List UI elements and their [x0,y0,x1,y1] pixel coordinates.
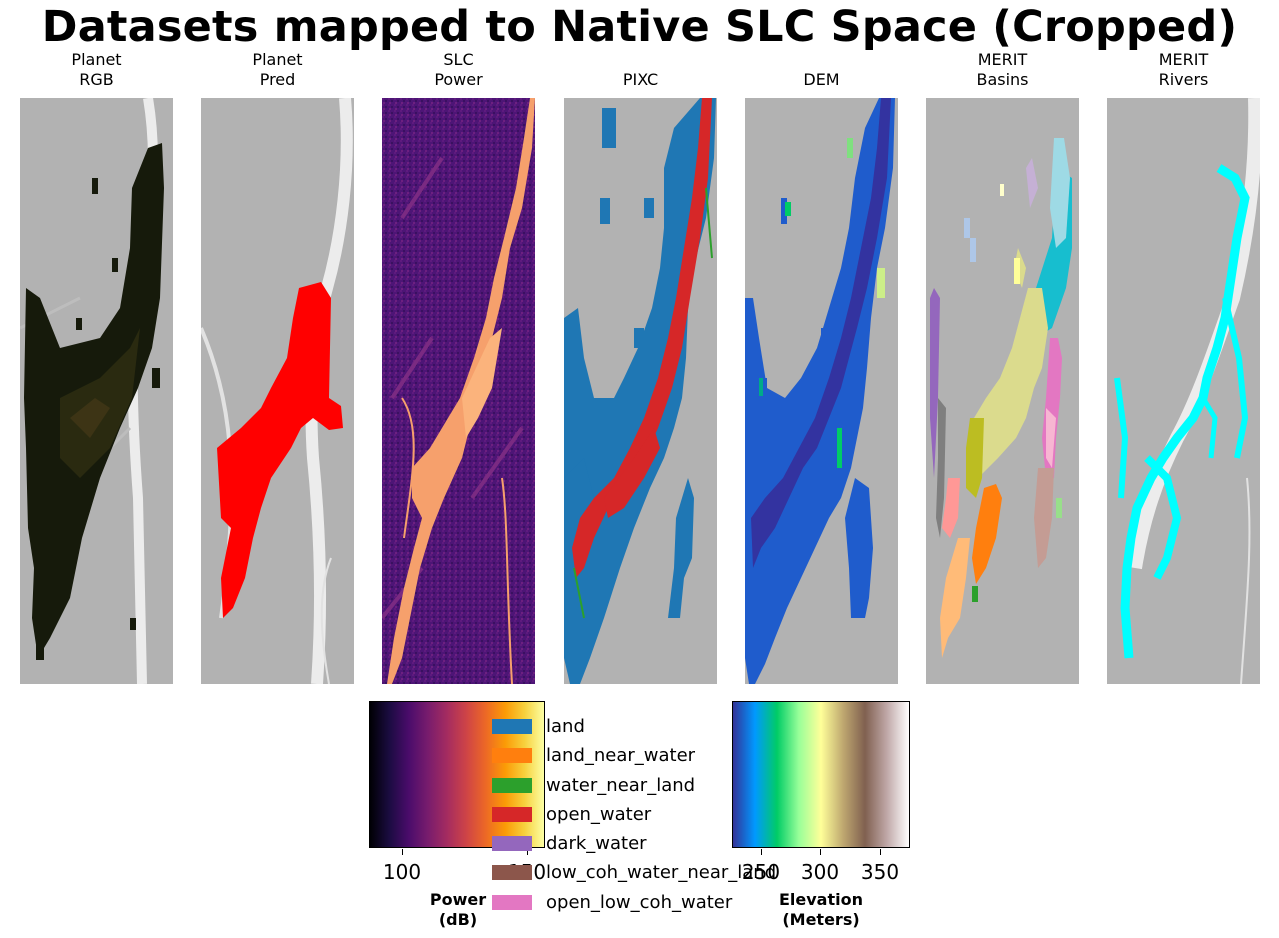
slc-power-image [382,98,535,684]
elevation-colorbar-tick [880,849,881,855]
panel-title-pixc: PIXC [622,70,659,89]
legend-label: land [546,716,585,737]
dem-elevation-image [745,98,898,684]
legend-swatch [492,836,532,852]
legend-swatch [492,894,532,910]
legend-item: land_near_water [490,743,830,772]
elevation-colorbar-tick [820,849,821,855]
panel-title-dem: DEM [803,70,840,89]
legend-item: low_coh_water_near_land [490,860,830,889]
legend-item: dark_water [490,831,830,860]
panel-title-planet-rgb: Planet RGB [71,50,122,89]
panel-title-merit-basins: MERIT Basins [976,50,1029,89]
merit-rivers-image [1107,98,1260,684]
elevation-colorbar-label: Elevation (Meters) [778,890,863,929]
legend-swatch [492,719,532,734]
power-colorbar-label: Power (dB) [429,890,487,929]
elevation-tick-label: 300 [800,860,840,884]
legend-label: water_near_land [546,774,696,796]
legend-swatch [492,777,532,793]
figure-title: Datasets mapped to Native SLC Space (Cro… [41,2,1238,52]
planet-pred-image [201,98,354,684]
elevation-colorbar [732,701,910,848]
power-colorbar-tick [527,849,528,855]
legend-label: open_water [546,803,652,825]
merit-basins-image [926,98,1079,684]
legend-swatch [492,806,532,822]
pixc-legend: land land_near_water water_near_land open_w… [490,714,830,919]
legend-item: open_water [490,802,830,831]
planet-rgb-image [20,98,173,684]
elevation-tick-label: 250 [741,860,781,884]
power-tick-label: 100 [382,860,422,884]
legend-label: low_coh_water_near_land [546,862,777,884]
legend-label: land_near_water [546,745,696,767]
panel-title-slc-power: SLC Power [434,50,483,89]
legend-item: water_near_land [490,773,830,802]
panel-title-planet-pred: Planet Pred [252,50,303,89]
elevation-colorbar-tick [761,849,762,855]
legend-label: open_low_coh_water [546,891,733,913]
panel-title-merit-rivers: MERIT Rivers [1158,50,1209,89]
power-colorbar-tick [402,849,403,855]
legend-item: open_low_coh_water [490,890,830,919]
legend-item: land [490,714,830,743]
legend-swatch [492,865,532,881]
legend-swatch [492,748,532,764]
pixc-classification-image [564,98,717,684]
elevation-tick-label: 350 [860,860,900,884]
legend-label: dark_water [546,833,647,855]
